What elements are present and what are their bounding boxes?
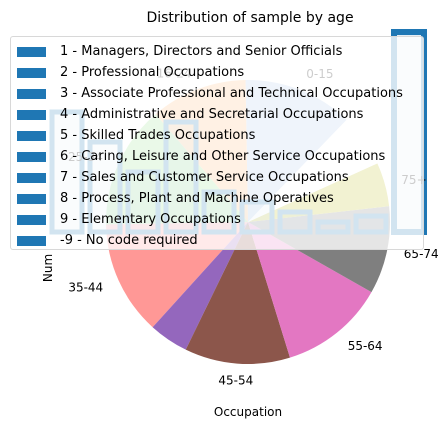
pie-slice <box>185 222 290 365</box>
legend-label: 5 - Skilled Trades Occupations <box>60 128 256 143</box>
legend-item: 2 - Professional Occupations <box>17 62 423 83</box>
legend-swatch <box>17 67 46 78</box>
legend-label: 2 - Professional Occupations <box>60 65 245 80</box>
legend-item: 5 - Skilled Trades Occupations <box>17 125 423 146</box>
legend-label: 4 - Administrative and Secretarial Occup… <box>60 107 364 122</box>
legend-label: 7 - Sales and Customer Service Occupatio… <box>60 170 349 185</box>
legend-item: 7 - Sales and Customer Service Occupatio… <box>17 167 423 188</box>
legend-swatch <box>17 172 46 183</box>
legend-label: 6 - Caring, Leisure and Other Service Oc… <box>60 149 386 164</box>
legend-item: -9 - No code required <box>17 230 423 251</box>
legend-swatch <box>17 88 46 99</box>
pie-slice-label: 55-64 <box>348 339 383 353</box>
legend-item: 9 - Elementary Occupations <box>17 209 423 230</box>
pie-slice-label: 45-54 <box>218 374 253 388</box>
chart-title: Distribution of sample by age <box>146 10 353 26</box>
legend-label: 9 - Elementary Occupations <box>60 212 241 227</box>
legend-item: 8 - Process, Plant and Machine Operative… <box>17 188 423 209</box>
legend: 1 - Managers, Directors and Senior Offic… <box>10 36 424 250</box>
legend-item: 3 - Associate Professional and Technical… <box>17 83 423 104</box>
legend-label: 1 - Managers, Directors and Senior Offic… <box>60 44 343 59</box>
legend-label: -9 - No code required <box>60 233 198 248</box>
legend-item: 4 - Administrative and Secretarial Occup… <box>17 104 423 125</box>
legend-label: 3 - Associate Professional and Technical… <box>60 86 403 101</box>
pie-slice <box>152 222 248 350</box>
pie-slice-label: 35-44 <box>68 281 103 295</box>
legend-swatch <box>17 46 46 57</box>
pie-slice <box>248 222 372 358</box>
legend-label: 8 - Process, Plant and Machine Operative… <box>60 191 334 206</box>
legend-swatch <box>17 214 46 225</box>
legend-item: 6 - Caring, Leisure and Other Service Oc… <box>17 146 423 167</box>
x-axis-label: Occupation <box>214 405 282 419</box>
y-axis-label: Num <box>41 254 55 282</box>
legend-swatch <box>17 235 46 246</box>
legend-item: 1 - Managers, Directors and Senior Offic… <box>17 41 423 62</box>
legend-swatch <box>17 130 46 141</box>
legend-swatch <box>17 109 46 120</box>
legend-swatch <box>17 193 46 204</box>
legend-swatch <box>17 151 46 162</box>
pie-slice-label: 65-74 <box>404 247 439 261</box>
